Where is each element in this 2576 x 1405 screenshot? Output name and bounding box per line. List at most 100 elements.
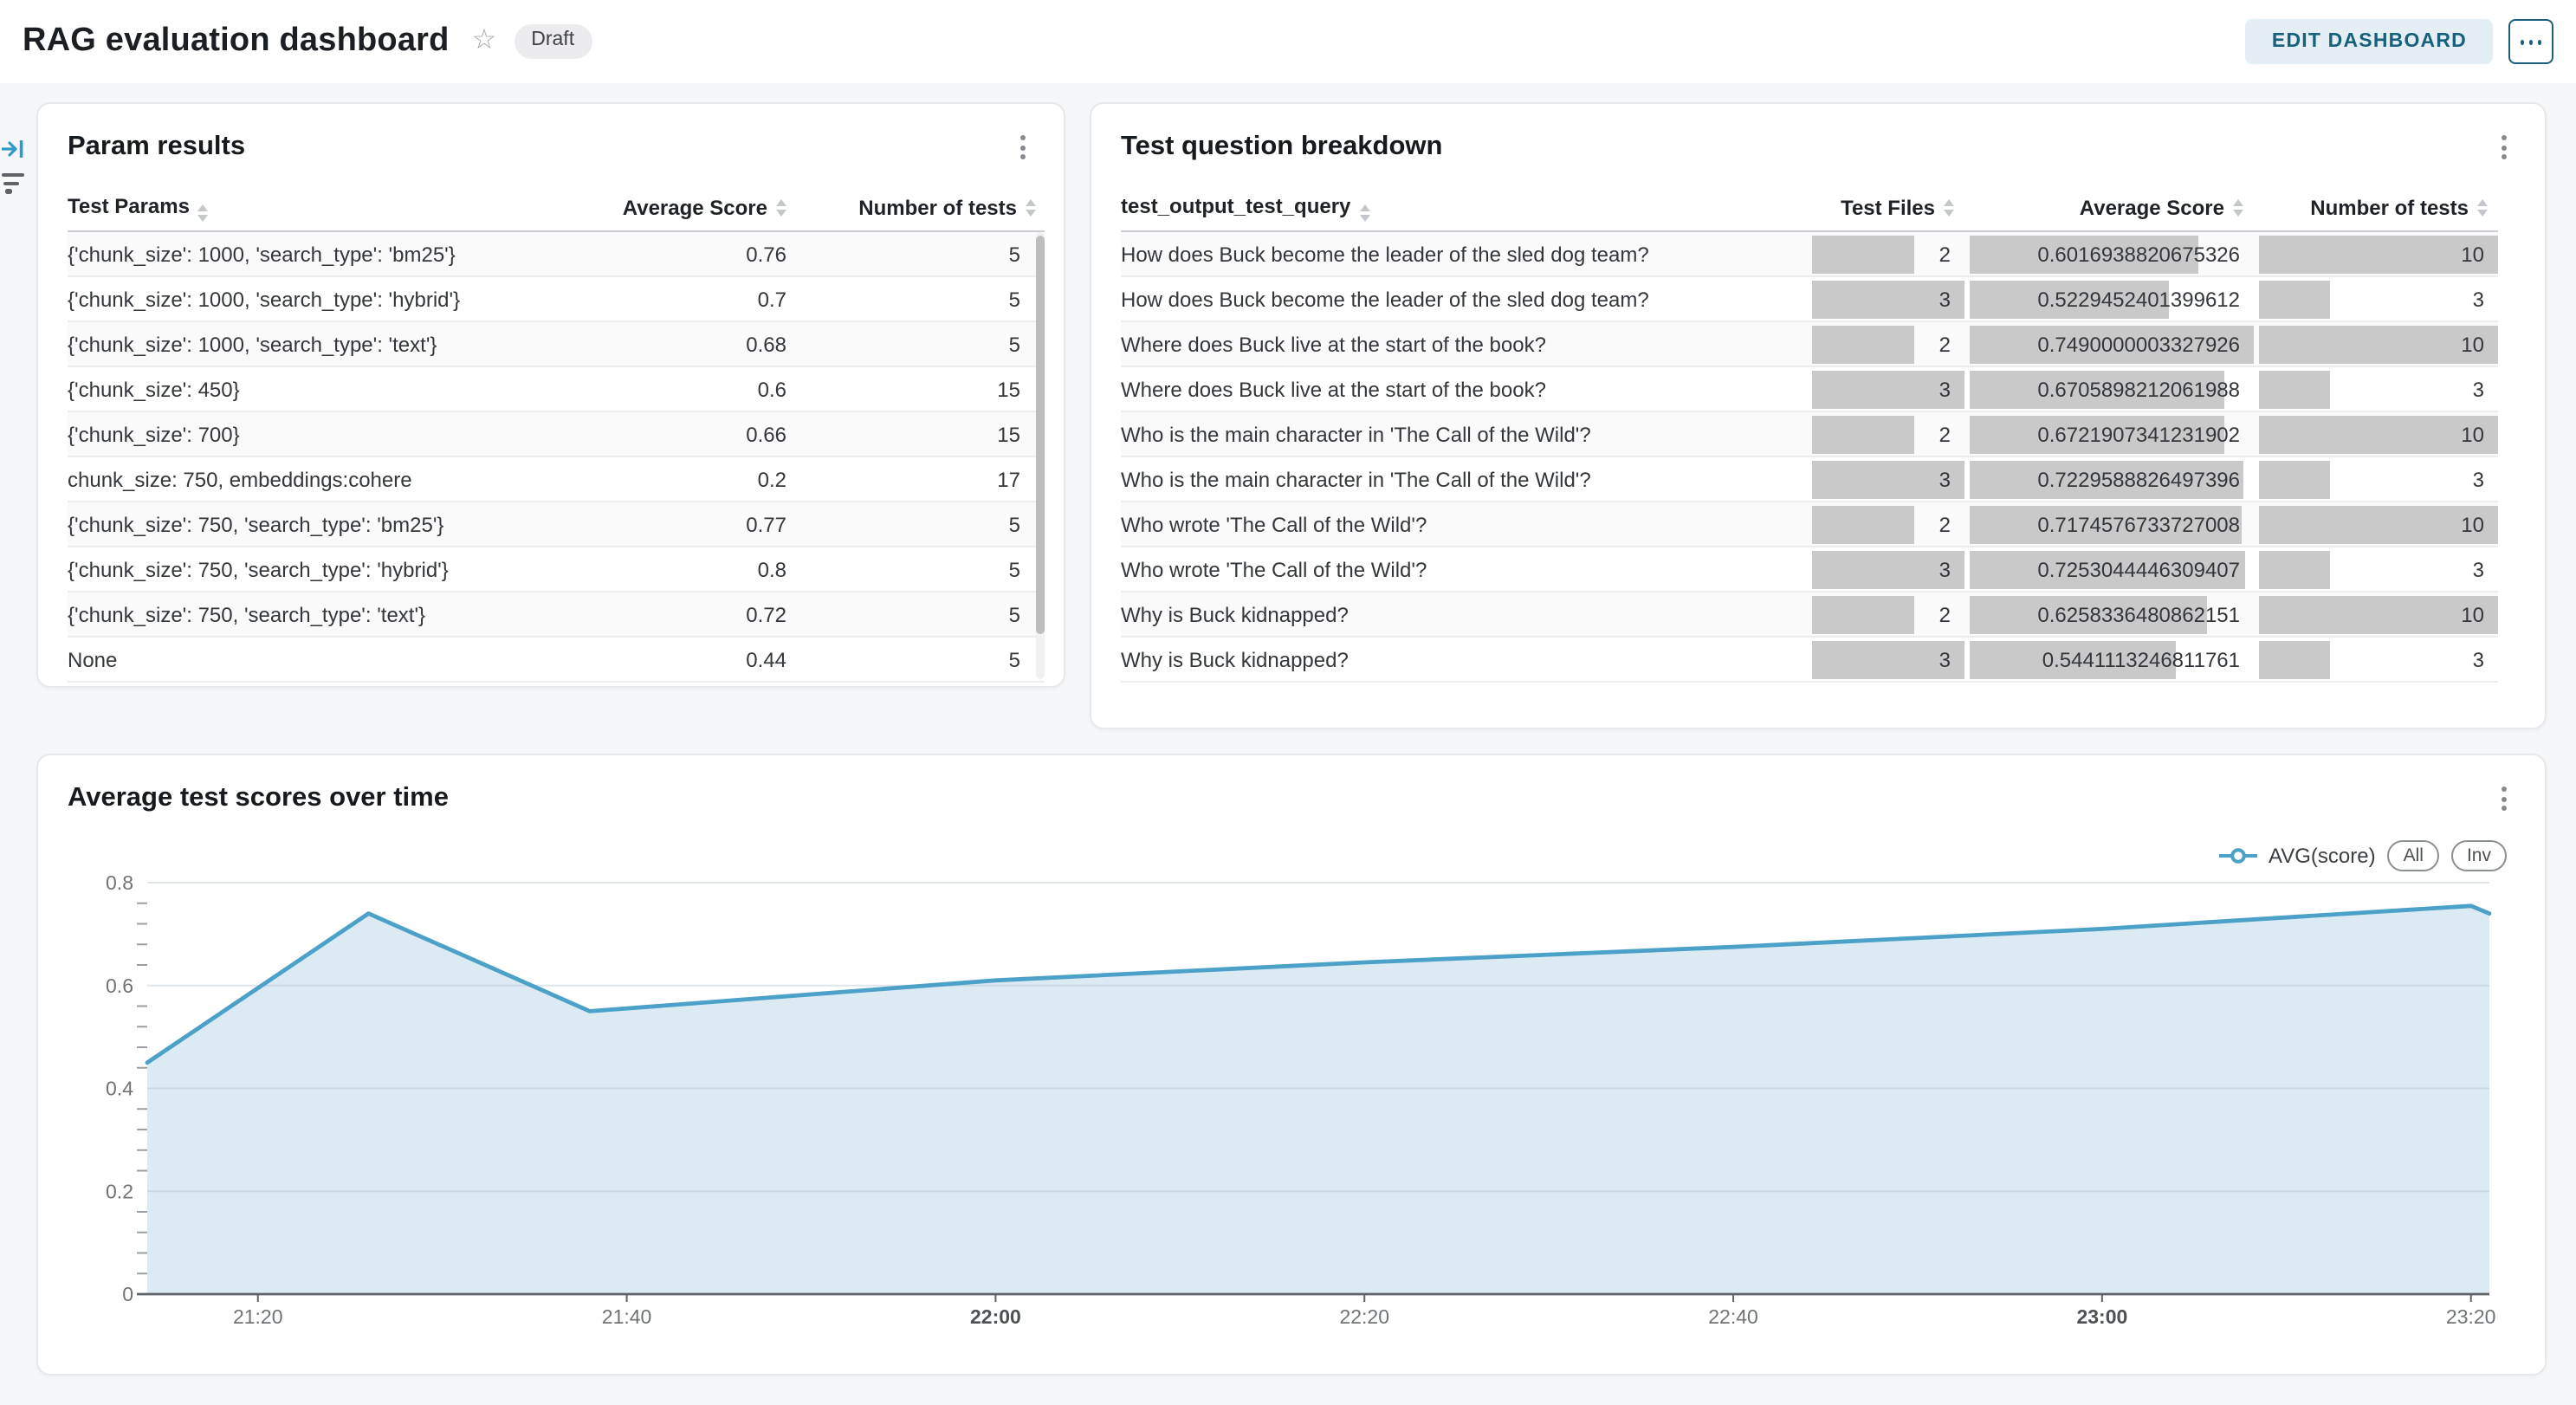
table-row: Why is Buck kidnapped? 3 0.5441113246811… <box>1121 638 2498 683</box>
data-bar <box>1970 415 2225 453</box>
average-score-cell: 0.6721907341231902 <box>1970 412 2254 456</box>
svg-text:22:20: 22:20 <box>1339 1305 1389 1328</box>
legend-select-all-button[interactable]: All <box>2387 840 2439 872</box>
svg-text:23:20: 23:20 <box>2446 1305 2496 1328</box>
query-cell: Where does Buck live at the start of the… <box>1121 332 1546 356</box>
favorite-star-icon[interactable]: ☆ <box>471 26 497 55</box>
data-bar <box>2259 280 2331 318</box>
param-cell: chunk_size: 750, embeddings:cohere <box>68 467 412 491</box>
data-bar <box>1970 280 2168 318</box>
test-files-cell: 2 <box>1812 232 1964 275</box>
table-row: {'chunk_size': 1000, 'search_type': 'hyb… <box>68 277 1045 322</box>
param-cell: {'chunk_size': 700} <box>68 422 240 446</box>
query-cell: Who wrote 'The Call of the Wild'? <box>1121 512 1427 536</box>
data-bar <box>1970 550 2245 588</box>
test-files-cell: 3 <box>1812 367 1964 411</box>
scrollbar-thumb[interactable] <box>1036 236 1045 634</box>
param-cell: None <box>68 647 118 671</box>
column-header-test-params[interactable]: Test Params <box>68 194 594 222</box>
edit-dashboard-button[interactable]: EDIT DASHBOARD <box>2245 19 2493 64</box>
more-options-button[interactable] <box>2508 19 2553 64</box>
tests-cell: 5 <box>1008 647 1020 671</box>
tests-cell: 5 <box>1008 242 1020 266</box>
test-files-cell: 2 <box>1812 592 1964 636</box>
number-of-tests-cell: 10 <box>2259 322 2498 366</box>
param-cell: {'chunk_size': 1000, 'search_type': 'tex… <box>68 332 437 356</box>
area-chart[interactable]: 0 0.2 0.4 0.6 0.8 21:20 21:40 22:00 22:20 22:40 23… <box>38 755 2548 1377</box>
average-score-cell: 0.6705898212061988 <box>1970 367 2254 411</box>
panel-menu-kebab-icon[interactable] <box>1017 132 1029 163</box>
table-row: {'chunk_size': 450} 0.6 15 <box>68 367 1045 412</box>
table-row: Who is the main character in 'The Call o… <box>1121 457 2498 502</box>
average-score-cell: 0.7490000003327926 <box>1970 322 2254 366</box>
column-header-average-score[interactable]: Average Score <box>594 196 802 220</box>
param-cell: {'chunk_size': 1000, 'search_type': 'bm2… <box>68 242 456 266</box>
average-score-cell: 0.5229452401399612 <box>1970 277 2254 320</box>
panel-menu-kebab-icon[interactable] <box>2498 783 2510 814</box>
svg-text:0.4: 0.4 <box>106 1078 133 1100</box>
param-cell: {'chunk_size': 750, 'search_type': 'bm25… <box>68 512 444 536</box>
score-cell: 0.2 <box>757 467 786 491</box>
param-results-table: Test Params Average Score Number of test… <box>68 185 1045 683</box>
data-bar <box>1812 595 1914 633</box>
panel-title: Test question breakdown <box>1121 132 1443 161</box>
query-cell: Where does Buck live at the start of the… <box>1121 377 1546 401</box>
data-bar <box>2259 505 2498 543</box>
number-of-tests-cell: 10 <box>2259 592 2498 636</box>
page-title: RAG evaluation dashboard <box>23 23 450 59</box>
status-badge: Draft <box>514 24 592 59</box>
param-cell: {'chunk_size': 450} <box>68 377 240 401</box>
average-score-cell: 0.7229588826497396 <box>1970 457 2254 501</box>
data-bar <box>1812 460 1964 498</box>
column-header-average-score[interactable]: Average Score <box>1970 196 2254 220</box>
svg-text:21:20: 21:20 <box>233 1305 283 1328</box>
data-bar <box>2259 370 2331 408</box>
data-bar <box>1970 595 2208 633</box>
test-files-cell: 3 <box>1812 457 1964 501</box>
data-bar <box>1812 370 1964 408</box>
data-bar <box>2259 595 2498 633</box>
score-cell: 0.72 <box>746 602 786 626</box>
column-header-test-files[interactable]: Test Files <box>1812 196 1964 220</box>
number-of-tests-cell: 10 <box>2259 232 2498 275</box>
tests-cell: 17 <box>997 467 1020 491</box>
data-bar <box>1812 235 1914 273</box>
score-cell: 0.77 <box>746 512 786 536</box>
column-header-number-of-tests[interactable]: Number of tests <box>802 196 1045 220</box>
ellipsis-icon <box>2521 39 2525 44</box>
data-bar <box>1812 415 1914 453</box>
tests-cell: 5 <box>1008 287 1020 311</box>
panel-title: Param results <box>68 132 246 161</box>
tests-cell: 15 <box>997 377 1020 401</box>
test-files-cell: 3 <box>1812 547 1964 591</box>
legend-series-label[interactable]: AVG(score) <box>2269 844 2376 869</box>
table-row: {'chunk_size': 750, 'search_type': 'text… <box>68 592 1045 638</box>
column-header-query[interactable]: test_output_test_query <box>1121 194 1807 222</box>
legend-inverse-button[interactable]: Inv <box>2450 840 2507 872</box>
table-body: How does Buck become the leader of the s… <box>1121 232 2498 683</box>
filter-icon[interactable] <box>2 173 26 194</box>
panel-menu-kebab-icon[interactable] <box>2498 132 2510 163</box>
svg-text:0.2: 0.2 <box>106 1180 133 1202</box>
tests-cell: 5 <box>1008 602 1020 626</box>
score-cell: 0.7 <box>757 287 786 311</box>
table-row: How does Buck become the leader of the s… <box>1121 232 2498 277</box>
legend-line-marker-icon[interactable] <box>2218 847 2257 864</box>
average-score-cell: 0.6258336480862151 <box>1970 592 2254 636</box>
table-row: {'chunk_size': 750, 'search_type': 'bm25… <box>68 502 1045 547</box>
expand-sidebar-icon[interactable] <box>2 137 24 158</box>
query-cell: Why is Buck kidnapped? <box>1121 602 1349 626</box>
table-scrollbar <box>1036 232 1045 679</box>
data-bar <box>2259 640 2331 678</box>
param-results-panel: Param results Test Params Average Score … <box>36 102 1065 688</box>
svg-text:23:00: 23:00 <box>2076 1305 2127 1328</box>
number-of-tests-cell: 3 <box>2259 457 2498 501</box>
query-cell: How does Buck become the leader of the s… <box>1121 242 1649 266</box>
average-score-cell: 0.7253044446309407 <box>1970 547 2254 591</box>
score-cell: 0.68 <box>746 332 786 356</box>
data-bar <box>1812 325 1914 363</box>
number-of-tests-cell: 3 <box>2259 638 2498 681</box>
average-score-cell: 0.5441113246811761 <box>1970 638 2254 681</box>
sort-icon <box>1026 199 1036 217</box>
column-header-number-of-tests[interactable]: Number of tests <box>2259 196 2498 220</box>
